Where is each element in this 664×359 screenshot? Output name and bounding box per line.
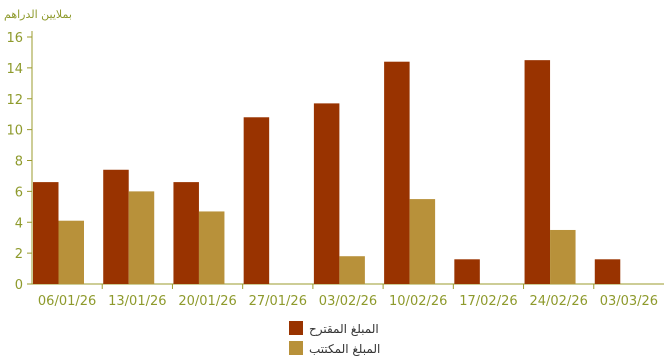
- bars: [33, 60, 621, 285]
- y-tick-label: 0: [15, 278, 23, 293]
- bar-series-1-17-02-26: [454, 259, 480, 284]
- bar-series-1-27-01-26: [243, 117, 270, 285]
- x-tick-label: 06/01/26: [38, 294, 96, 309]
- x-tick-label: 03/03/26: [600, 294, 658, 309]
- y-tick-label: 4: [15, 216, 23, 231]
- x-tick-label: 13/01/26: [108, 294, 166, 309]
- bar-series-1-20-01-26: [173, 182, 199, 284]
- x-axis: 06/01/26 13/01/26 20/01/26 27/01/26 03/02/26…: [32, 283, 664, 309]
- y-tick-label: 6: [15, 185, 23, 200]
- bar-series-1-03-02-26: [313, 103, 340, 284]
- legend-swatch-2: [289, 341, 303, 355]
- x-tick-label: 20/01/26: [178, 294, 236, 309]
- legend-swatch-1: [289, 321, 303, 335]
- legend-label-2: المبلغ المكتتب: [309, 342, 380, 356]
- bar-series-2-06-01-26: [58, 220, 84, 284]
- bar-series-1-03-03-26: [594, 259, 621, 284]
- y-axis: 0 2 4 6 8 10 12 14 16: [6, 31, 33, 293]
- x-tick-label: 27/01/26: [249, 294, 307, 309]
- y-tick-label: 2: [15, 247, 23, 262]
- x-tick-label: 17/02/26: [459, 294, 517, 309]
- x-tick-label: 24/02/26: [529, 294, 587, 309]
- bar-series-2-03-02-26: [339, 256, 365, 284]
- legend: المبلغ المقترح المبلغ المكتتب: [289, 321, 380, 356]
- bar-series-2-10-02-26: [409, 199, 436, 284]
- y-tick-label: 16: [6, 31, 23, 46]
- y-tick-label: 10: [6, 124, 23, 139]
- bar-series-1-10-02-26: [384, 61, 410, 285]
- bar-series-1-13-01-26: [103, 169, 129, 284]
- bar-series-1-24-02-26: [524, 60, 551, 284]
- x-tick-label: 03/02/26: [319, 294, 377, 309]
- x-tick-label: 10/02/26: [389, 294, 447, 309]
- bar-series-1-06-01-26: [33, 182, 59, 284]
- bar-series-2-13-01-26: [128, 191, 155, 284]
- bar-series-2-24-02-26: [550, 229, 576, 284]
- y-tick-label: 14: [6, 62, 23, 77]
- y-tick-label: 8: [15, 155, 23, 170]
- legend-label-1: المبلغ المقترح: [309, 322, 379, 337]
- y-axis-unit-label: بملايين الدراهم: [4, 8, 72, 21]
- bar-series-2-20-01-26: [198, 211, 225, 284]
- y-tick-label: 12: [6, 93, 23, 108]
